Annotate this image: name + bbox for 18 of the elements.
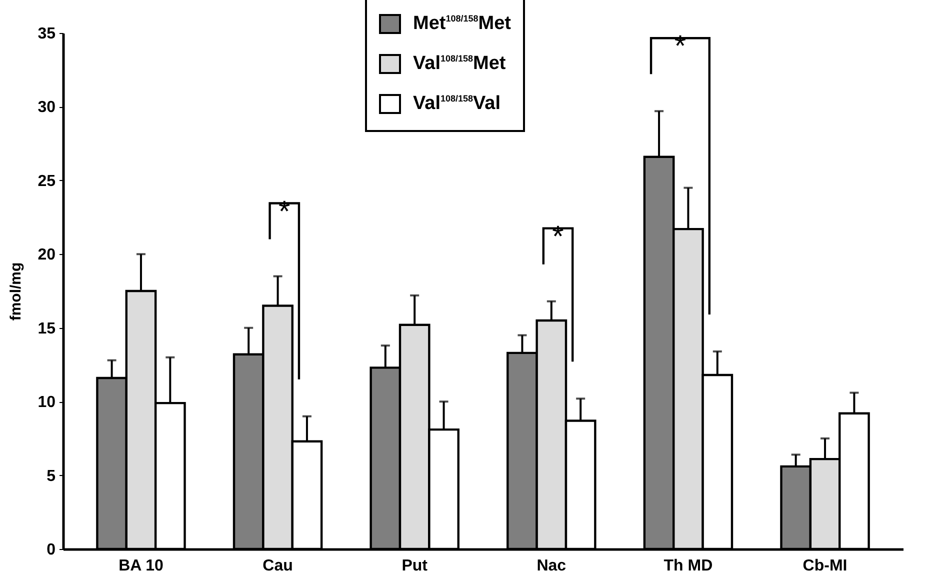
y-tick-label: 5 [46, 468, 56, 485]
y-tick-label: 35 [38, 26, 56, 42]
x-tick-label: Nac [536, 558, 566, 574]
legend-label: Met$^{108/158}$Met [413, 13, 512, 35]
legend-label: Val$^{108/158}$Met [413, 53, 506, 75]
y-tick-label: 15 [38, 320, 56, 338]
y-tick-label: 10 [38, 394, 56, 412]
y-tick-label: 25 [38, 172, 56, 190]
y-axis-title: fmol/mg [8, 262, 25, 321]
x-tick-label: Th MD [664, 558, 713, 574]
legend-label: Val$^{108/158}$Val [413, 93, 501, 115]
x-tick-label: Put [402, 558, 428, 574]
y-tick-label: 30 [38, 99, 56, 116]
y-tick-label: 0 [46, 542, 56, 558]
x-tick-label: BA 10 [118, 558, 164, 574]
x-tick-label: Cb-MI [802, 558, 848, 574]
y-tick-label: 20 [38, 246, 56, 264]
x-tick-label: Cau [262, 558, 293, 574]
